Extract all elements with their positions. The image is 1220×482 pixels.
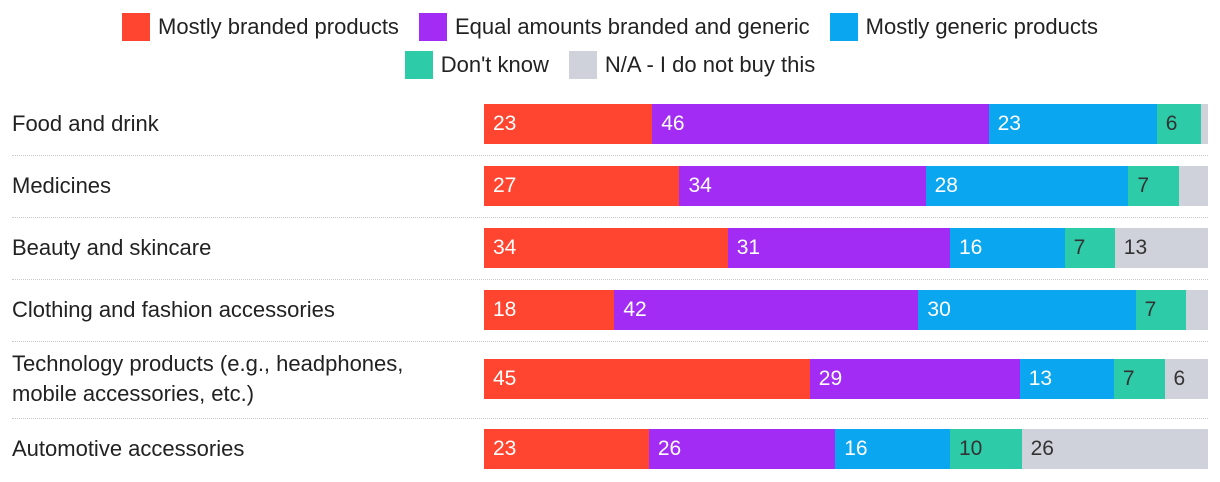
data-label: 16 [844, 437, 868, 460]
data-label: 45 [493, 367, 517, 390]
bar-segment [484, 429, 649, 469]
data-label: 18 [493, 298, 517, 321]
bar-segment [809, 359, 1020, 399]
row-separator [12, 155, 1208, 156]
data-label: 6 [1173, 367, 1186, 390]
bar-segment [679, 166, 926, 206]
bar-segment [835, 429, 950, 469]
category-label: Food and drink [12, 111, 159, 136]
bar-segment [484, 290, 615, 330]
bar-segment [1200, 104, 1208, 144]
data-label: 30 [927, 298, 951, 321]
data-label: 13 [1123, 236, 1148, 259]
legend-row-1: Mostly branded products Equal amounts br… [0, 8, 1220, 46]
bar-segment [1064, 228, 1115, 268]
category-label: mobile accessories, etc.) [12, 381, 255, 406]
chart-legend: Mostly branded products Equal amounts br… [0, 8, 1220, 84]
legend-swatch [404, 51, 433, 79]
bar-segment [648, 429, 836, 469]
row-separator [12, 341, 1208, 342]
data-label: 23 [493, 437, 517, 460]
data-label: 7 [1137, 174, 1150, 197]
bar-segment [1164, 359, 1208, 399]
bar-segment [652, 104, 989, 144]
category-label: Clothing and fashion accessories [12, 297, 335, 322]
legend-item-mostly-generic: Mostly generic products [829, 13, 1098, 41]
bar-segment [949, 429, 1022, 469]
data-label: 29 [818, 367, 843, 390]
bar-segment [484, 359, 810, 399]
legend-label: N/A - I do not buy this [604, 52, 816, 77]
bar-segment [1019, 359, 1114, 399]
data-label: 23 [997, 112, 1021, 135]
legend-swatch [568, 51, 597, 79]
data-label: 42 [623, 298, 647, 321]
bar-segment [614, 290, 919, 330]
data-label: 16 [958, 236, 983, 259]
data-label: 23 [493, 112, 517, 135]
bar-segment [1021, 429, 1208, 469]
legend-label: Mostly generic products [865, 14, 1098, 39]
bar-segment [484, 166, 680, 206]
legend-label: Equal amounts branded and generic [454, 14, 810, 39]
row-separator [12, 217, 1208, 218]
bar-segment [727, 228, 950, 268]
data-label: 31 [736, 236, 761, 259]
legend-label: Don't know [440, 52, 549, 77]
category-label: Automotive accessories [12, 436, 245, 461]
bar-segment [1186, 290, 1208, 330]
bar-segment [1113, 359, 1165, 399]
legend-item-dont-know: Don't know [404, 51, 549, 79]
legend-item-not-applicable: N/A - I do not buy this [568, 51, 816, 79]
data-label: 6 [1165, 112, 1178, 135]
bar-segment [484, 228, 728, 268]
bar-segment [484, 104, 653, 144]
legend-label: Mostly branded products [158, 14, 399, 39]
data-label: 7 [1144, 298, 1157, 321]
legend-swatch [122, 13, 151, 41]
bar-segment [1135, 290, 1187, 330]
bar-segment [988, 104, 1157, 144]
data-label: 34 [688, 174, 712, 197]
data-label: 7 [1073, 236, 1086, 259]
legend-item-equal-amounts: Equal amounts branded and generic [418, 13, 810, 41]
data-label: 46 [661, 112, 685, 135]
data-label: 7 [1122, 367, 1135, 390]
bar-segment [1128, 166, 1180, 206]
data-label: 27 [493, 174, 517, 197]
row-separator [12, 418, 1208, 419]
bar-segment [1179, 166, 1208, 206]
bar-segment [1114, 228, 1208, 268]
category-label: Beauty and skincare [12, 235, 212, 260]
legend-row-2: Don't know N/A - I do not buy this [0, 46, 1220, 84]
category-label: Medicines [12, 173, 112, 198]
data-label: 26 [1030, 437, 1054, 460]
legend-swatch [418, 13, 447, 41]
bar-segment [918, 290, 1136, 330]
bar-segment [949, 228, 1065, 268]
legend-swatch [829, 13, 858, 41]
data-label: 13 [1028, 367, 1053, 390]
bar-segment [1156, 104, 1201, 144]
data-label: 34 [493, 236, 517, 259]
data-label: 26 [657, 437, 682, 460]
category-label: Technology products (e.g., headphones, [12, 351, 404, 376]
legend-item-mostly-branded: Mostly branded products [122, 13, 399, 41]
bar-segment [925, 166, 1129, 206]
row-separator [12, 279, 1208, 280]
data-label: 28 [934, 174, 958, 197]
data-label: 10 [958, 437, 983, 460]
